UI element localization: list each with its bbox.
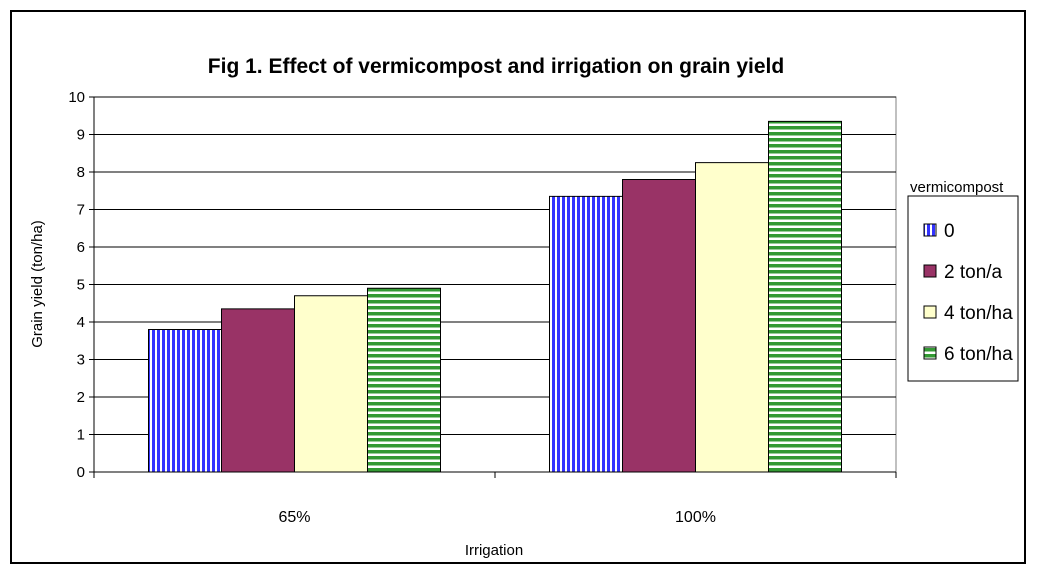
y-axis-title: Grain yield (ton/ha)	[29, 220, 46, 348]
x-axis-title: Irrigation	[465, 542, 523, 559]
axes: 0 1 2 3 4 5 6 7 8 9 10 65% 100%	[68, 89, 897, 526]
chart-frame: Fig 1. Effect of vermicompost and irriga…	[10, 10, 1026, 564]
bar	[622, 179, 696, 473]
x-category-label: 100%	[675, 509, 716, 526]
x-category-label: 65%	[278, 509, 310, 526]
legend-swatch	[923, 223, 937, 237]
y-tick-label: 0	[77, 464, 85, 481]
y-tick-label: 5	[77, 277, 85, 294]
legend-label: 2 ton/a	[944, 262, 1003, 283]
y-tick-label: 2	[77, 389, 85, 406]
y-tick-label: 7	[77, 202, 85, 219]
y-tick-label: 3	[77, 352, 85, 369]
bar	[768, 120, 842, 473]
legend: 0 2 ton/a 4 ton/ha 6 ton/ha	[907, 195, 1019, 382]
legend-swatch	[923, 264, 937, 278]
y-tick-label: 6	[77, 239, 85, 256]
y-tick-label: 8	[77, 164, 85, 181]
legend-label: 4 ton/ha	[944, 303, 1013, 324]
legend-label: 6 ton/ha	[944, 344, 1013, 365]
bar	[221, 308, 295, 473]
y-tick-label: 1	[77, 427, 85, 444]
bar	[148, 329, 222, 473]
legend-swatch	[923, 346, 937, 360]
chart-title: Fig 1. Effect of vermicompost and irriga…	[208, 55, 784, 78]
bar	[549, 195, 623, 473]
legend-label: 0	[944, 221, 955, 242]
chart-svg: Fig 1. Effect of vermicompost and irriga…	[29, 55, 1019, 559]
bar	[294, 295, 368, 473]
bar	[367, 287, 441, 473]
legend-title: vermicompost	[910, 179, 1004, 196]
legend-swatch	[923, 305, 937, 319]
bar	[695, 162, 769, 473]
y-tick-label: 9	[77, 127, 85, 144]
y-tick-label: 10	[68, 89, 85, 106]
y-tick-label: 4	[77, 314, 85, 331]
